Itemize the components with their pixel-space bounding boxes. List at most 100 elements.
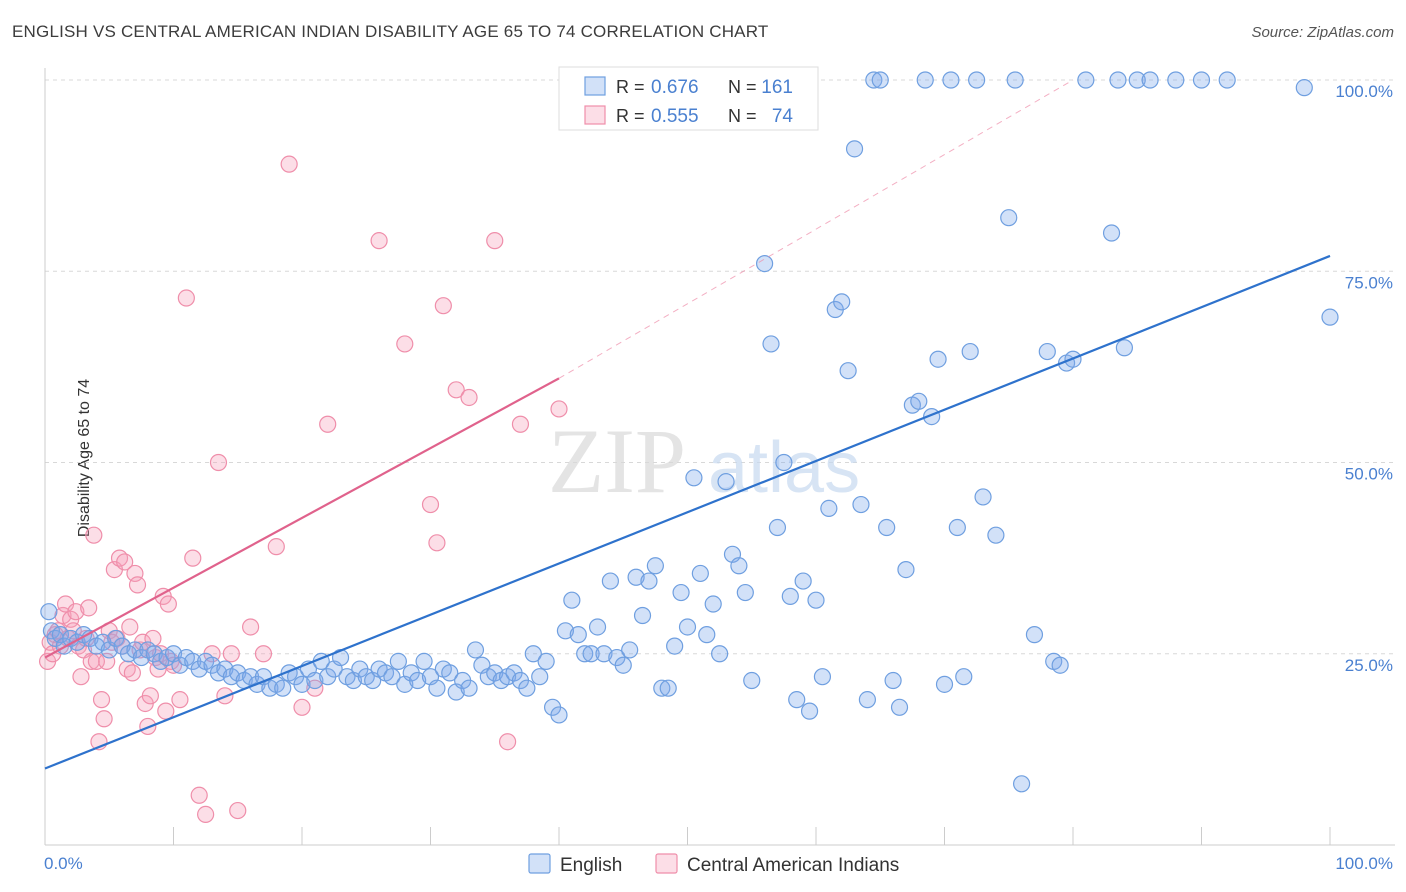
english-point-125 (833, 293, 851, 311)
english-point-95 (640, 572, 658, 590)
english-point-146 (968, 71, 986, 89)
cai-point-11 (67, 603, 85, 621)
english-point-100 (672, 583, 690, 602)
stats-n-label-cai: N = (728, 106, 757, 126)
cai-point-62 (267, 538, 285, 556)
cai-point-53 (190, 786, 208, 804)
english-point-158 (1077, 71, 1095, 89)
english-point-131 (871, 71, 889, 89)
cai-point-70 (428, 534, 446, 552)
english-point-77 (524, 645, 542, 663)
legend-label-cai[interactable]: Central American Indians (687, 855, 899, 876)
cai-point-69 (421, 495, 440, 514)
chart-source: Source: ZipAtlas.com (1251, 24, 1394, 41)
english-point-41 (293, 675, 311, 693)
english-point-130 (865, 71, 883, 89)
english-point-165 (1192, 71, 1211, 89)
english-point-167 (1295, 79, 1313, 97)
english-point-83 (563, 591, 581, 609)
english-point-128 (852, 495, 870, 514)
english-point-84 (569, 626, 587, 644)
english-point-142 (942, 71, 960, 89)
english-point-79 (537, 652, 555, 671)
english-point-56 (389, 652, 407, 671)
english-point-120 (800, 702, 819, 720)
cai-point-47 (159, 595, 177, 613)
english-point-138 (916, 71, 934, 89)
english-point-81 (550, 706, 568, 724)
english-point-137 (910, 392, 928, 410)
chart-title: ENGLISH VS CENTRAL AMERICAN INDIAN DISAB… (12, 22, 769, 41)
english-point-109 (730, 557, 748, 575)
cai-point-52 (184, 549, 202, 567)
cai-point-32 (121, 618, 139, 636)
legend-swatch-english[interactable] (528, 853, 551, 874)
english-point-76 (518, 679, 536, 697)
english-point-150 (1006, 71, 1024, 89)
cai-point-18 (85, 526, 103, 544)
trend-lines (44, 79, 1331, 770)
english-point-118 (788, 691, 806, 709)
stats-n-value-cai: 74 (772, 106, 794, 127)
english-point-59 (409, 671, 427, 690)
cai-point-16 (80, 599, 98, 617)
english-point-148 (987, 526, 1005, 544)
legend-label-english[interactable]: English (560, 855, 622, 876)
english-point-127 (845, 140, 864, 158)
stats-r-value-cai: 0.555 (651, 106, 699, 127)
english-point-89 (601, 572, 620, 590)
english-point-152 (1025, 626, 1044, 644)
english-point-67 (460, 679, 478, 697)
english-point-133 (884, 671, 902, 690)
english-point-168 (1321, 308, 1339, 326)
stats-n-label-english: N = (728, 77, 757, 97)
cai-point-35 (128, 576, 147, 594)
english-point-151 (1012, 775, 1031, 793)
english-point-161 (1115, 339, 1134, 357)
english-point-159 (1102, 224, 1121, 242)
english-point-140 (929, 350, 947, 368)
english-point-91 (614, 656, 632, 674)
cai-point-66 (319, 415, 337, 433)
english-point-88 (595, 645, 613, 663)
watermark-zip: ZIP (548, 410, 686, 512)
series-legend[interactable]: English Central American Indians (528, 853, 899, 876)
y-tick-label-25: 25.0% (1345, 656, 1393, 675)
stats-r-label-english: R = (616, 77, 645, 97)
stats-r-label-cai: R = (616, 106, 645, 126)
english-point-153 (1038, 342, 1056, 361)
cai-point-68 (396, 335, 414, 353)
english-point-117 (781, 587, 799, 605)
cai-point-46 (157, 702, 175, 720)
english-point-144 (955, 668, 973, 686)
y-tick-label-100: 100.0% (1335, 82, 1393, 101)
cai-point-59 (229, 801, 247, 820)
english-point-155 (1051, 656, 1069, 674)
cai-point-50 (171, 691, 189, 709)
cai-point-63 (280, 155, 298, 173)
english-point-82 (556, 622, 575, 640)
cai-point-73 (460, 388, 478, 407)
english-point-68 (466, 641, 485, 659)
english-point-160 (1109, 71, 1127, 89)
english-point-143 (948, 518, 966, 537)
english-point-43 (306, 671, 324, 690)
english-point-55 (383, 668, 401, 686)
cai-point-60 (242, 618, 260, 636)
cai-point-74 (486, 232, 504, 250)
english-point-102 (685, 469, 703, 487)
english-point-64 (441, 664, 459, 682)
english-point-92 (621, 641, 639, 659)
x-tick-label-max: 100.0% (1335, 854, 1393, 873)
english-point-121 (807, 591, 825, 609)
cai-point-75 (499, 733, 517, 751)
series-english-points (40, 71, 1339, 793)
english-point-114 (762, 335, 780, 353)
english-point-60 (415, 652, 433, 671)
cai-point-56 (209, 453, 228, 472)
english-point-107 (717, 473, 735, 491)
english-point-134 (890, 698, 909, 716)
legend-swatch-cai[interactable] (655, 853, 678, 874)
stats-legend-box: R = 0.676 N = 161 R = 0.555 N = 74 (558, 66, 819, 131)
